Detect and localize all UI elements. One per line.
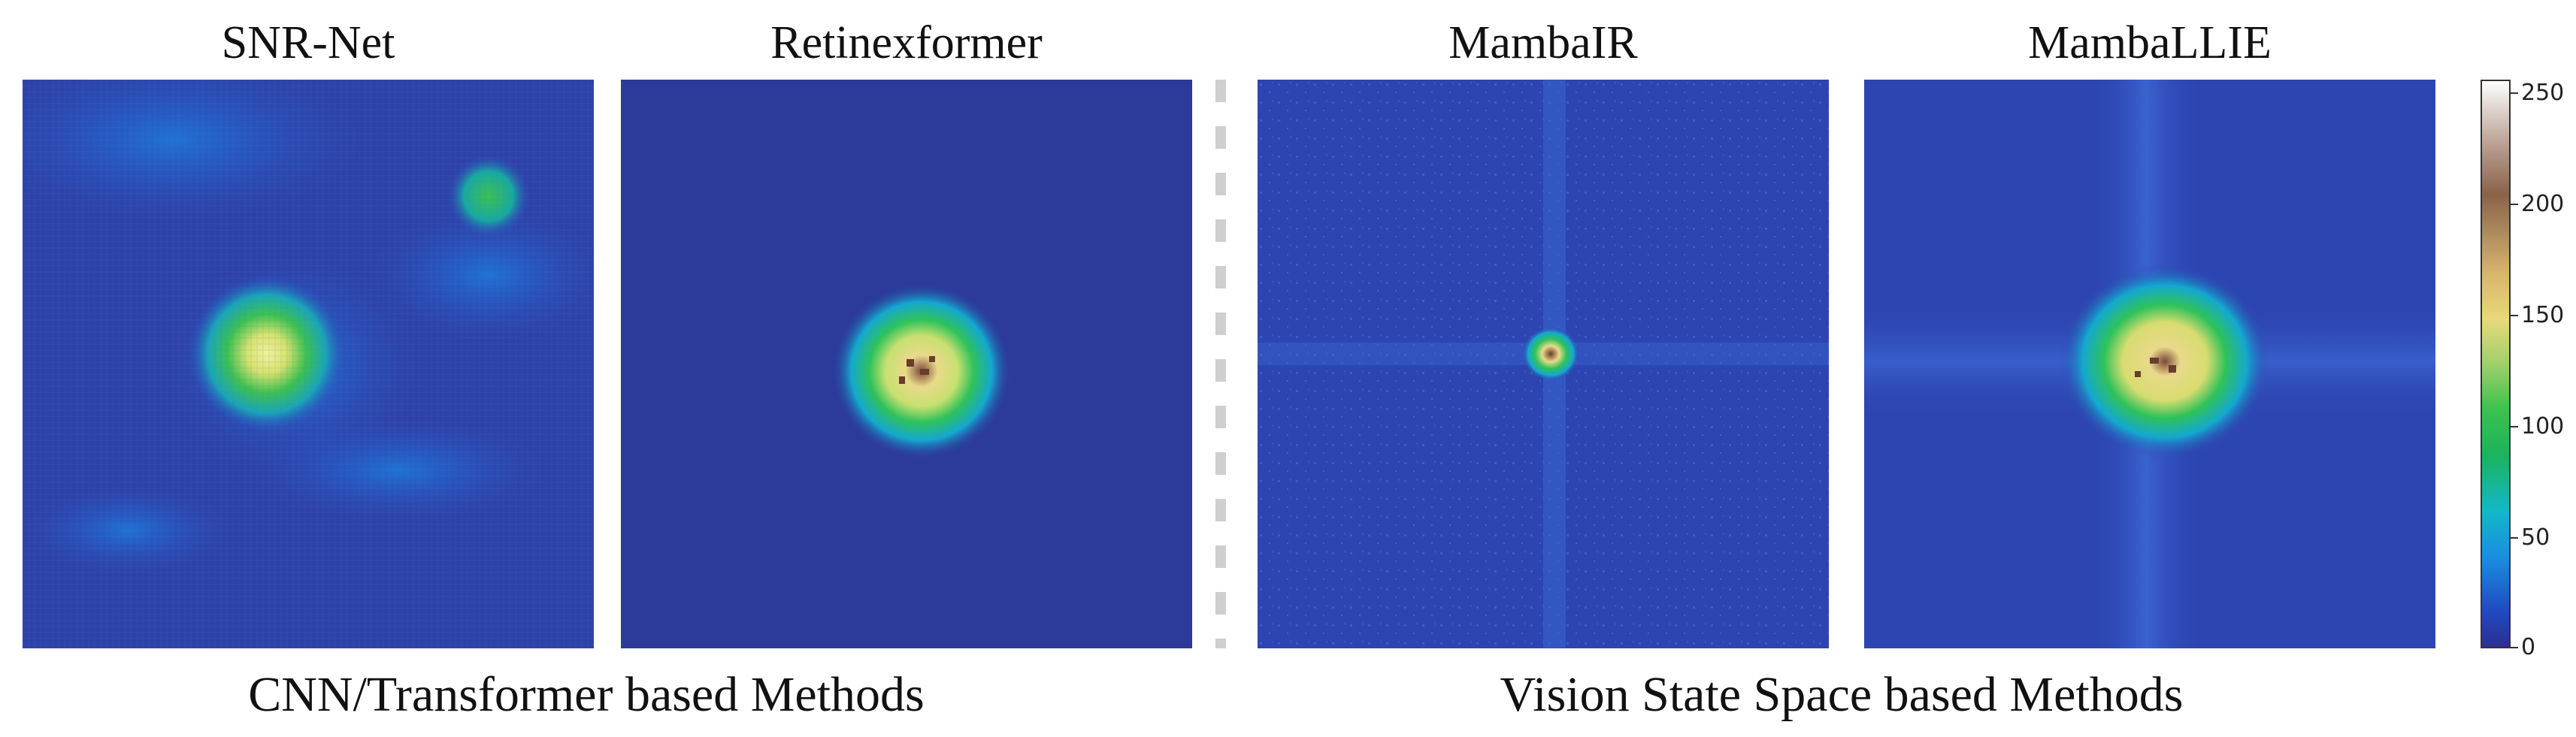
colorbar-tick-label: 50 — [2521, 524, 2550, 551]
colorbar-tick-label: 200 — [2521, 191, 2565, 217]
heatmap-mamballie — [1864, 80, 2435, 648]
colorbar-tick-label: 150 — [2521, 302, 2565, 328]
panel-title-snr-net: SNR-Net — [221, 17, 395, 68]
panel-title-mambair: MambaIR — [1448, 17, 1638, 68]
colorbar — [2481, 80, 2511, 648]
heatmap-retinexformer — [621, 80, 1192, 648]
colorbar-tick-label: 0 — [2521, 634, 2536, 660]
caption-vision-state-space: Vision State Space based Methods — [1500, 667, 2184, 722]
panel-title-mamballie: MambaLLIE — [2028, 17, 2272, 68]
colorbar-tickmark — [2511, 537, 2518, 539]
colorbar-tick-label: 250 — [2521, 80, 2565, 106]
panel-title-retinexformer: Retinexformer — [770, 17, 1043, 68]
colorbar-tickmark — [2511, 315, 2518, 316]
colorbar-tickmark — [2511, 647, 2518, 648]
colorbar-tickmark — [2511, 92, 2518, 94]
heatmap-snr-net — [23, 80, 594, 648]
colorbar-tick-label: 100 — [2521, 413, 2565, 439]
heatmap-mambair — [1258, 80, 1829, 648]
group-divider — [1215, 80, 1226, 648]
colorbar-tickmark — [2511, 204, 2518, 205]
caption-cnn-transformer: CNN/Transformer based Methods — [248, 667, 925, 722]
colorbar-tickmark — [2511, 426, 2518, 427]
